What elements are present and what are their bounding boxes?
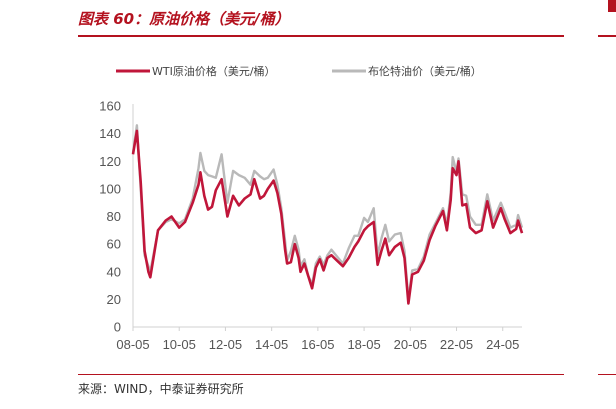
x-tick-label: 20-05 — [394, 337, 427, 352]
legend-label: 布伦特油价（美元/桶） — [368, 64, 482, 78]
x-tick-label: 14-05 — [255, 337, 288, 352]
chart-legend: WTI原油价格（美元/桶） 布伦特油价（美元/桶） — [116, 64, 482, 78]
legend-label: WTI原油价格（美元/桶） — [152, 64, 276, 78]
source-note: 来源：WIND，中泰证券研究所 — [78, 382, 244, 396]
x-tick-label: 12-05 — [209, 337, 242, 352]
title-divider — [78, 35, 564, 37]
x-tick-label: 22-05 — [440, 337, 473, 352]
x-tick-label: 24-05 — [486, 337, 519, 352]
y-tick-label: 120 — [99, 154, 121, 169]
series-layer — [131, 124, 524, 305]
source-divider — [78, 374, 564, 375]
y-tick-label: 0 — [114, 320, 121, 335]
y-tick-label: 40 — [107, 264, 121, 279]
figure-title: 图表 60：原油价格（美元/桶） — [78, 10, 290, 28]
series-line-brent — [131, 124, 524, 301]
y-tick-label: 80 — [107, 209, 121, 224]
y-tick-label: 140 — [99, 126, 121, 141]
x-tick-label: 16-05 — [301, 337, 334, 352]
y-tick-label: 160 — [99, 99, 121, 114]
x-tick-label: 10-05 — [163, 337, 196, 352]
y-tick-label: 20 — [107, 292, 121, 307]
x-tick-label: 08-05 — [116, 337, 149, 352]
source-divider-right — [598, 374, 616, 375]
series-line-wti — [131, 129, 524, 305]
title-divider-right — [598, 35, 616, 37]
y-tick-label: 60 — [107, 237, 121, 252]
y-axis: 0 20 40 60 80 100 120 140 160 — [99, 99, 134, 335]
x-tick-label: 18-05 — [347, 337, 380, 352]
y-tick-label: 100 — [99, 181, 121, 196]
page-edge-mark — [608, 0, 616, 12]
x-axis: 08-05 10-05 12-05 14-05 16-05 18-05 20-05 22-05… — [116, 326, 522, 352]
